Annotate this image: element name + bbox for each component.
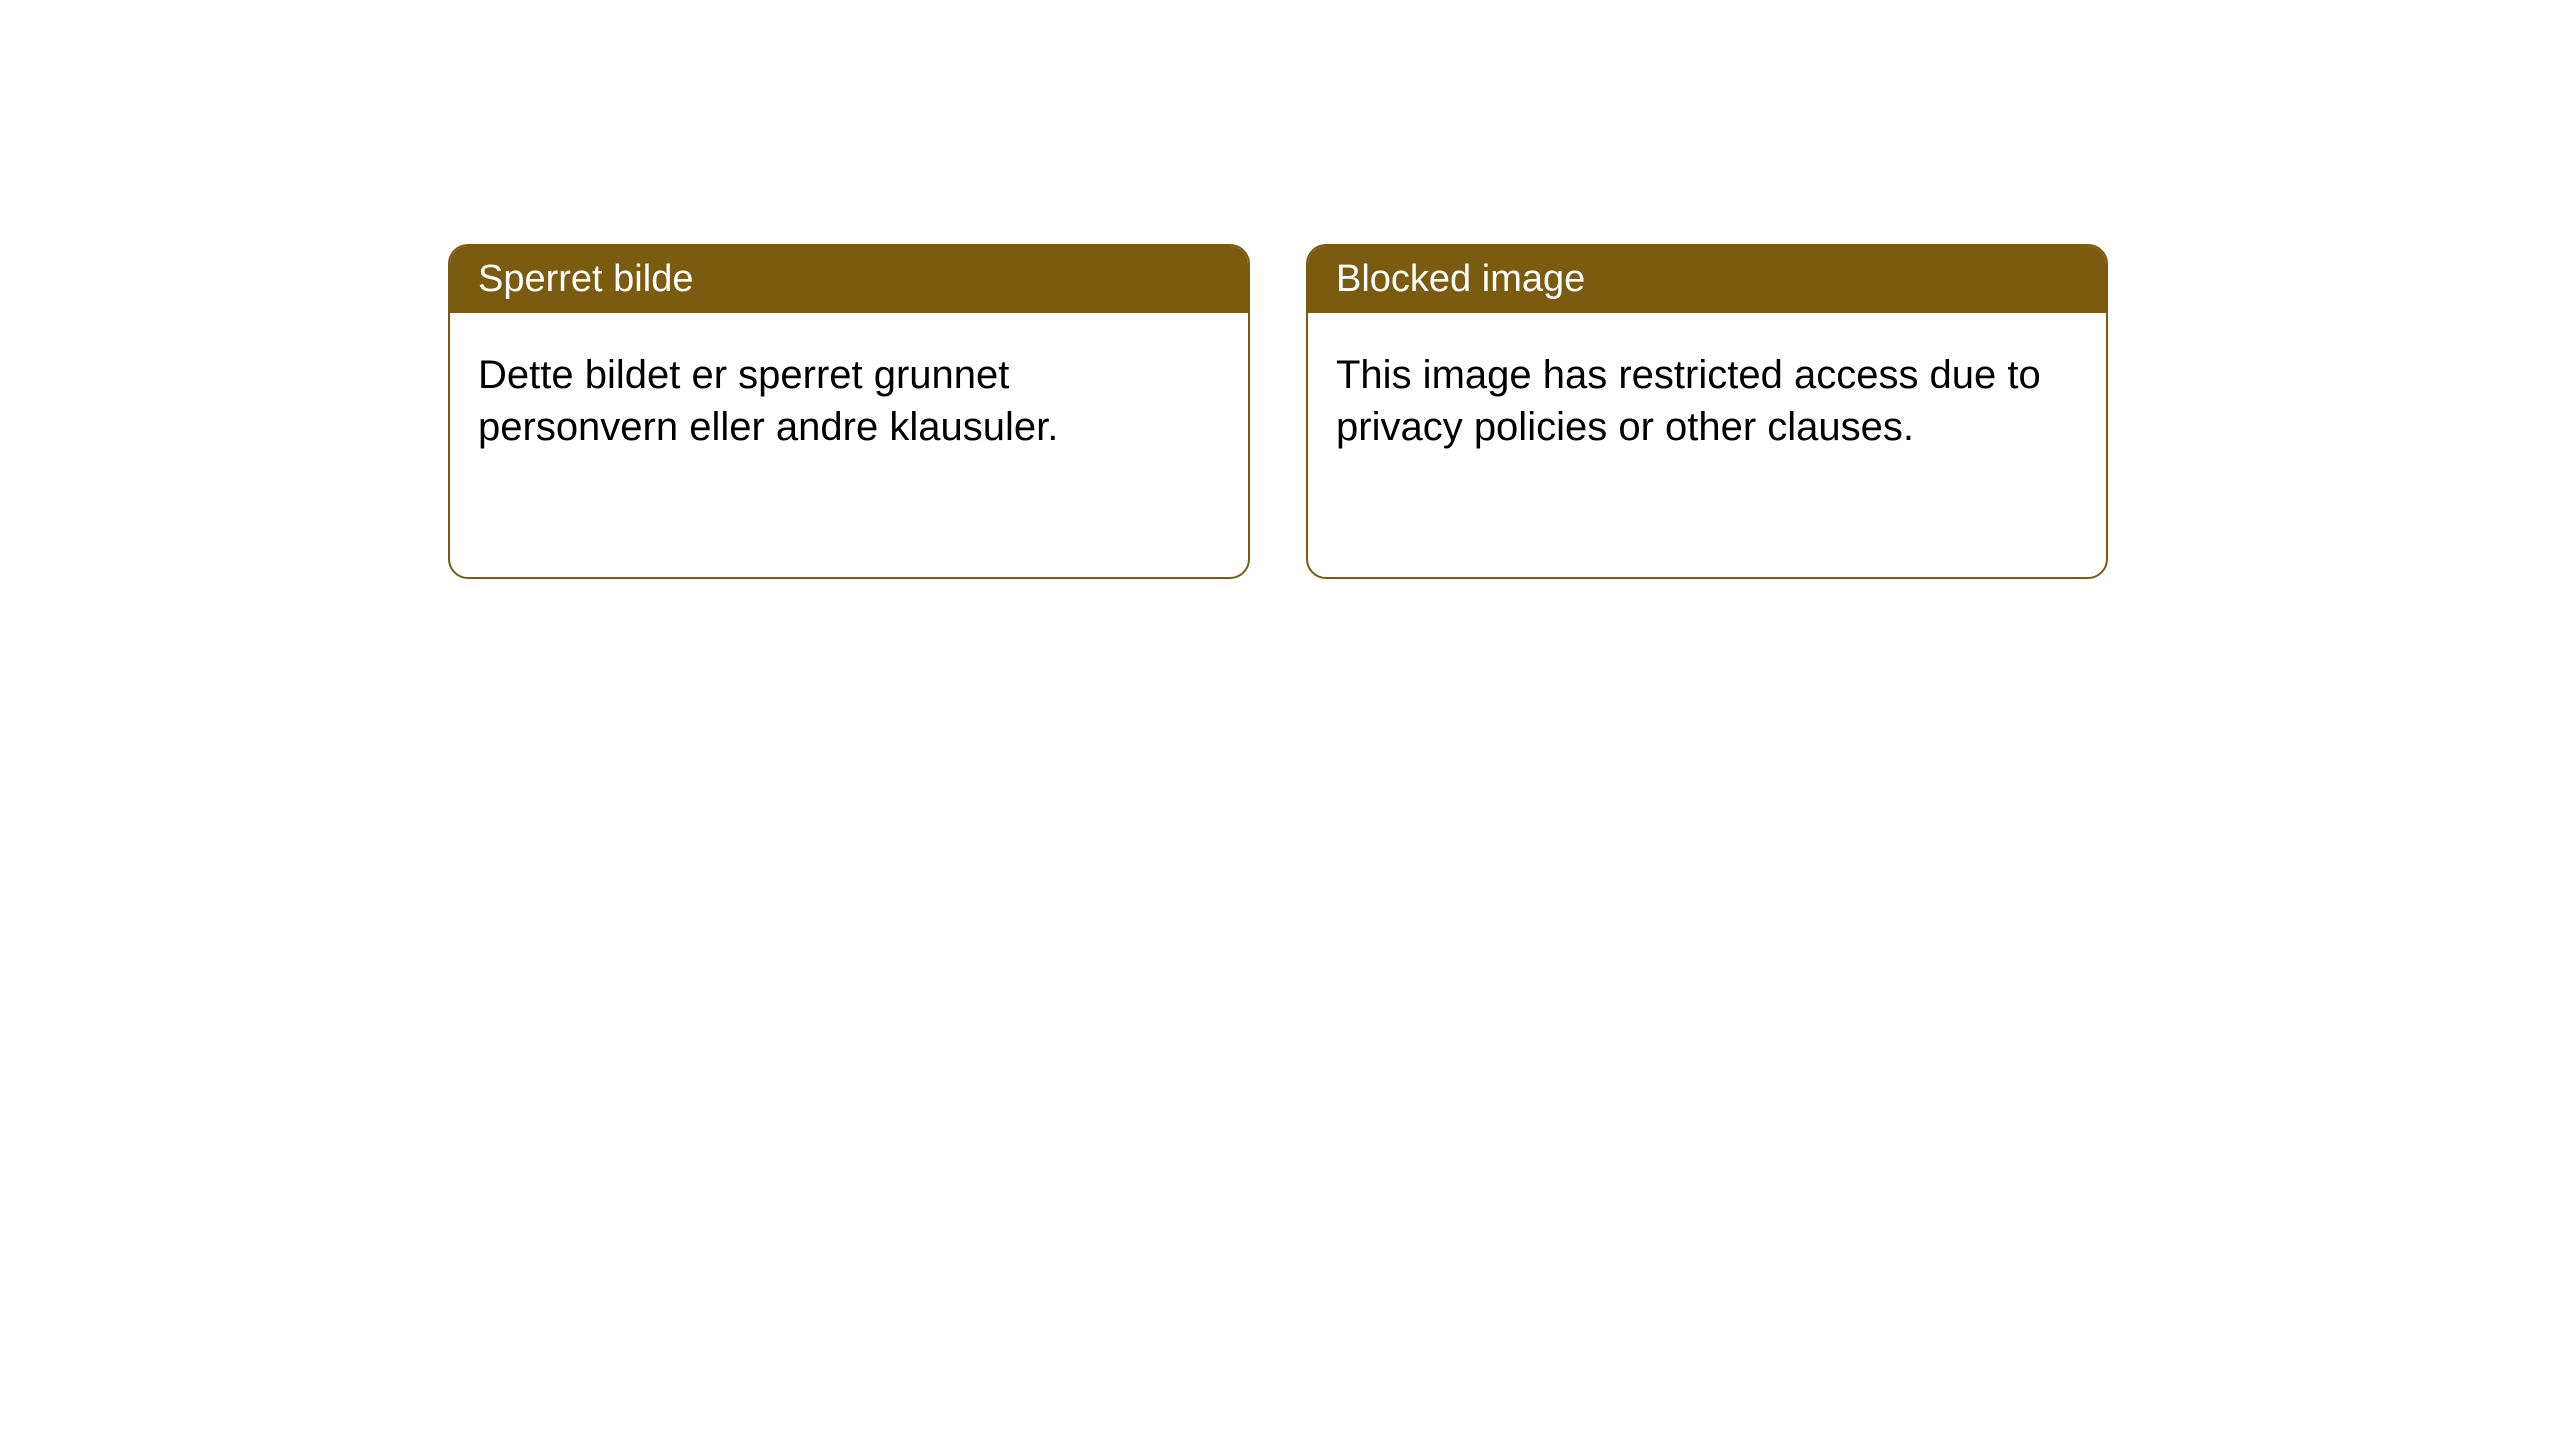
card-header-no: Sperret bilde <box>450 246 1248 313</box>
card-body-text-en: This image has restricted access due to … <box>1336 353 2041 449</box>
blocked-image-card-en: Blocked image This image has restricted … <box>1306 244 2108 579</box>
card-body-no: Dette bildet er sperret grunnet personve… <box>450 313 1248 489</box>
blocked-image-card-no: Sperret bilde Dette bildet er sperret gr… <box>448 244 1250 579</box>
cards-container: Sperret bilde Dette bildet er sperret gr… <box>448 244 2108 579</box>
card-body-text-no: Dette bildet er sperret grunnet personve… <box>478 353 1058 449</box>
card-title-no: Sperret bilde <box>478 258 693 300</box>
card-header-en: Blocked image <box>1308 246 2106 313</box>
card-title-en: Blocked image <box>1336 258 1585 300</box>
card-body-en: This image has restricted access due to … <box>1308 313 2106 489</box>
